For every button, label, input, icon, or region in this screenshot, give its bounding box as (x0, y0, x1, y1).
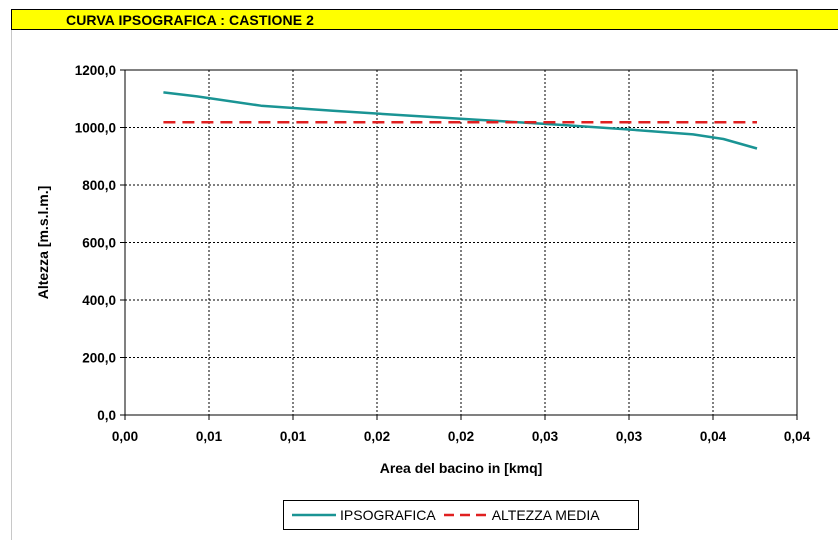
legend: IPSOGRAFICA ALTEZZA MEDIA (283, 500, 639, 530)
y-tick-label: 600,0 (82, 236, 116, 251)
y-tick-label: 1200,0 (75, 63, 116, 78)
title-bar: CURVA IPSOGRAFICA : CASTIONE 2 (11, 9, 838, 30)
x-tick-label: 0,03 (532, 429, 559, 444)
y-tick-label: 800,0 (82, 178, 116, 193)
legend-label-altezza-media: ALTEZZA MEDIA (491, 507, 600, 523)
grid-lines (125, 70, 797, 415)
y-axis-ticks: 0,0 200,0 400,0 600,0 800,0 1000,0 1200,0 (75, 63, 125, 423)
left-border (11, 30, 12, 540)
y-tick-label: 1000,0 (75, 121, 116, 136)
chart-title: CURVA IPSOGRAFICA : CASTIONE 2 (66, 12, 315, 28)
series-group (163, 91, 758, 150)
x-tick-label: 0,04 (784, 429, 811, 444)
legend-item-ipsografica: IPSOGRAFICA (284, 507, 436, 523)
series-line-ipsografica (163, 91, 758, 150)
x-axis-ticks: 0,00 0,01 0,01 0,02 0,02 0,03 0,03 0,04 0,04 (112, 415, 811, 444)
y-tick-label: 0,0 (97, 408, 116, 423)
legend-swatch-ipsografica (292, 513, 336, 517)
x-axis-title: Area del bacino in [kmq] (380, 460, 543, 476)
x-tick-label: 0,02 (448, 429, 474, 444)
x-tick-label: 0,03 (616, 429, 643, 444)
legend-label-ipsografica: IPSOGRAFICA (340, 507, 436, 523)
x-tick-label: 0,01 (196, 429, 223, 444)
legend-swatch-altezza-media (443, 513, 488, 517)
legend-item-altezza-media: ALTEZZA MEDIA (436, 507, 600, 523)
y-tick-label: 400,0 (82, 293, 116, 308)
x-tick-label: 0,00 (112, 429, 138, 444)
x-tick-label: 0,01 (280, 429, 307, 444)
x-tick-label: 0,04 (700, 429, 727, 444)
y-tick-label: 200,0 (82, 351, 116, 366)
x-tick-label: 0,02 (364, 429, 390, 444)
y-axis-title: Altezza [m.s.l.m.] (35, 186, 51, 300)
